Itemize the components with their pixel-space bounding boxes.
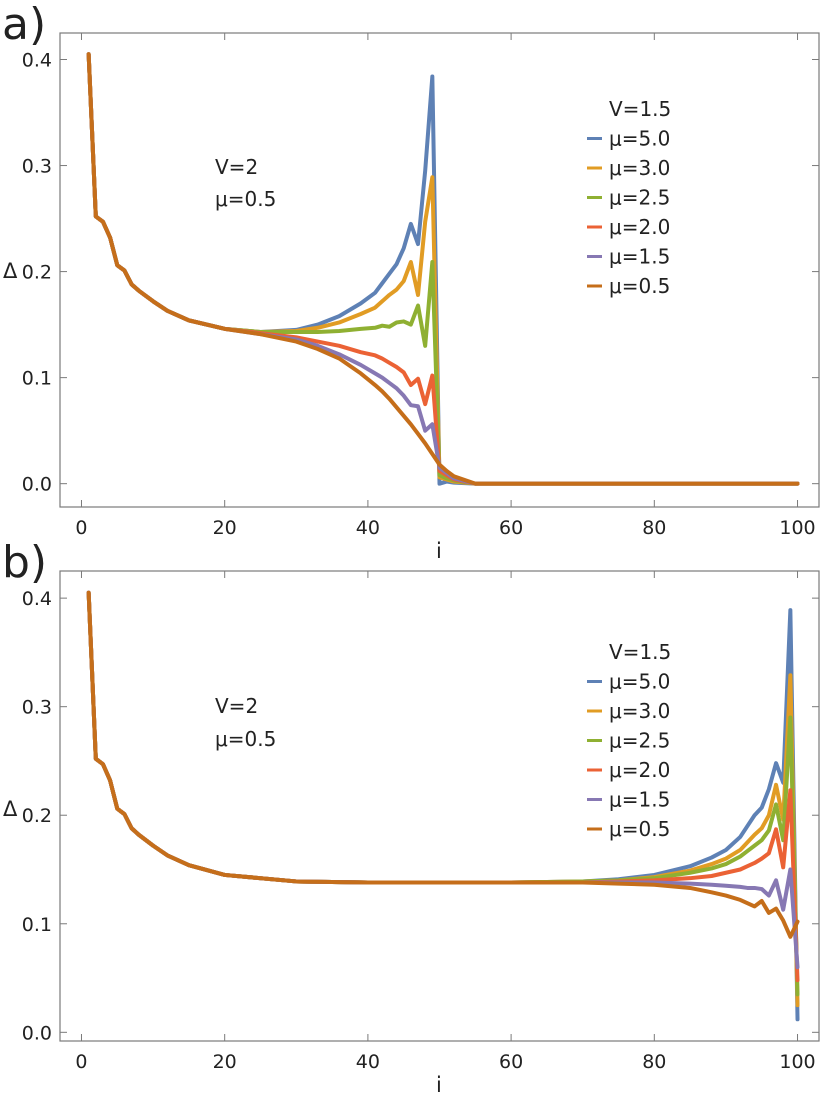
panel-a: a) 0 20 40 60 80 100 0.0 0.1 0.2 0.3 0.4 Δ i V=2 μ… — [2, 0, 820, 563]
panel-a-label: a) — [2, 0, 46, 50]
y-axis-title-b: Δ — [3, 797, 18, 821]
legend-b: V=1.5 μ=5.0 μ=3.0 μ=2.5 μ=2.0 μ=1.5 μ=0.5 — [587, 640, 671, 841]
y-tick-label-a-0: 0.0 — [22, 474, 52, 496]
legend-a: V=1.5 μ=5.0 μ=3.0 μ=2.5 μ=2.0 μ=1.5 μ=0.5 — [587, 97, 671, 298]
panel-b: b) 0 20 40 60 80 100 0.0 0.1 0.2 0.3 0.4 Δ i V=2 μ… — [2, 537, 820, 1096]
series-line-b-0 — [86, 590, 800, 1022]
legend-label-b-3: μ=2.0 — [609, 758, 670, 782]
annotation-mu-b: μ=0.5 — [215, 727, 276, 751]
annotation-v-b: V=2 — [215, 694, 258, 718]
y-tick-label-b-3: 0.3 — [22, 697, 52, 719]
series-line-b-1 — [86, 590, 800, 1008]
x-tick-label-b-4: 80 — [642, 1051, 666, 1073]
x-tick-label-a-3: 60 — [499, 517, 523, 539]
annotation-mu-a: μ=0.5 — [215, 187, 276, 211]
x-tick-label-b-1: 20 — [213, 1051, 237, 1073]
legend-label-b-0: μ=5.0 — [609, 670, 670, 694]
series-line-b-5 — [86, 590, 800, 939]
series-line-b-2 — [86, 590, 800, 997]
y-tick-label-b-2: 0.2 — [22, 805, 52, 827]
legend-label-a-4: μ=1.5 — [609, 245, 670, 269]
plot-frame-b — [59, 570, 820, 1042]
x-tick-label-b-3: 60 — [499, 1051, 523, 1073]
x-tick-label-a-4: 80 — [642, 517, 666, 539]
legend-label-a-3: μ=2.0 — [609, 215, 670, 239]
plot-frame-a — [59, 32, 820, 508]
y-tick-label-b-4: 0.4 — [22, 588, 52, 610]
y-tick-label-b-1: 0.1 — [22, 914, 52, 936]
annotation-v-a: V=2 — [215, 155, 258, 179]
legend-label-a-5: μ=0.5 — [609, 274, 670, 298]
x-axis-title-a: i — [436, 539, 442, 563]
legend-label-b-1: μ=3.0 — [609, 699, 670, 723]
panel-b-label: b) — [2, 537, 47, 588]
tick-layer-b: 0 20 40 60 80 100 0.0 0.1 0.2 0.3 0.4 — [22, 571, 819, 1073]
legend-label-b-2: μ=2.5 — [609, 729, 670, 753]
series-line-b-4 — [86, 590, 800, 970]
legend-title-b: V=1.5 — [609, 640, 671, 664]
x-tick-label-a-1: 20 — [213, 517, 237, 539]
series-line-a-3 — [86, 52, 800, 486]
tick-layer-a: 0 20 40 60 80 100 0.0 0.1 0.2 0.3 0.4 — [22, 33, 819, 539]
series-line-a-0 — [86, 52, 800, 486]
legend-label-a-0: μ=5.0 — [609, 127, 670, 151]
legend-label-b-5: μ=0.5 — [609, 817, 670, 841]
y-tick-label-a-1: 0.1 — [22, 368, 52, 390]
y-tick-label-a-4: 0.4 — [22, 50, 52, 72]
legend-items-a: μ=5.0 μ=3.0 μ=2.5 μ=2.0 μ=1.5 μ=0.5 — [587, 127, 670, 298]
y-tick-label-a-2: 0.2 — [22, 262, 52, 284]
series-layer-b — [86, 590, 800, 1022]
x-tick-label-a-5: 100 — [779, 517, 815, 539]
series-line-b-3 — [86, 590, 800, 983]
legend-label-a-1: μ=3.0 — [609, 156, 670, 180]
y-axis-title-a: Δ — [3, 259, 18, 283]
series-line-a-1 — [86, 52, 800, 486]
y-tick-label-b-0: 0.0 — [22, 1022, 52, 1044]
legend-label-b-4: μ=1.5 — [609, 788, 670, 812]
y-tick-label-a-3: 0.3 — [22, 156, 52, 178]
legend-label-a-2: μ=2.5 — [609, 186, 670, 210]
x-tick-label-b-5: 100 — [779, 1051, 815, 1073]
x-tick-label-a-2: 40 — [356, 517, 380, 539]
x-tick-label-a-0: 0 — [75, 517, 87, 539]
legend-title-a: V=1.5 — [609, 97, 671, 121]
x-axis-title-b: i — [436, 1073, 442, 1096]
series-line-a-5 — [86, 52, 800, 486]
series-line-a-2 — [86, 52, 800, 486]
x-tick-label-b-2: 40 — [356, 1051, 380, 1073]
series-line-a-4 — [86, 52, 800, 486]
legend-items-b: μ=5.0 μ=3.0 μ=2.5 μ=2.0 μ=1.5 μ=0.5 — [587, 670, 670, 841]
x-tick-label-b-0: 0 — [75, 1051, 87, 1073]
series-layer-a — [86, 52, 800, 486]
